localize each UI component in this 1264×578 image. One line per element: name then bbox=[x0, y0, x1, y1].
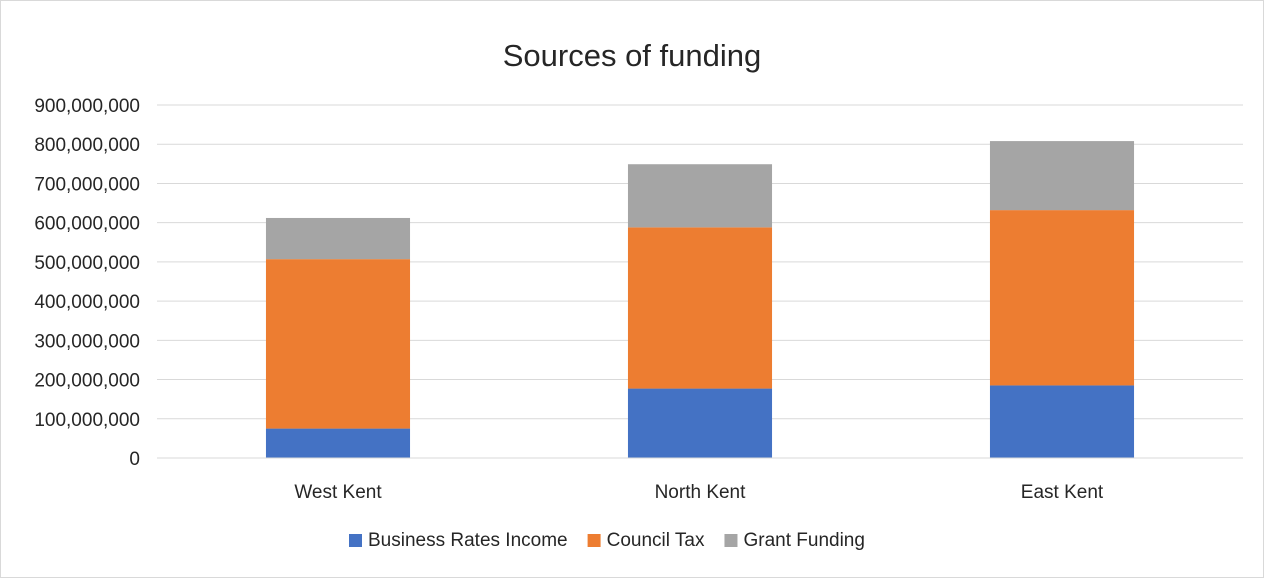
legend-label: Business Rates Income bbox=[368, 530, 568, 551]
y-tick-label: 300,000,000 bbox=[34, 331, 140, 352]
bar-segment bbox=[627, 164, 773, 228]
y-tick-label: 400,000,000 bbox=[34, 292, 140, 313]
y-tick-label: 800,000,000 bbox=[34, 135, 140, 156]
bar-segment bbox=[265, 217, 411, 260]
y-tick-label: 0 bbox=[129, 449, 140, 470]
legend-swatch bbox=[349, 534, 362, 547]
bar-segment bbox=[627, 227, 773, 389]
bar-segment bbox=[989, 210, 1135, 386]
x-axis-ticks: West Kent North Kent East Kent bbox=[294, 482, 1104, 503]
legend: Business Rates Income Council Tax Grant Fu… bbox=[349, 530, 865, 551]
x-tick-label: East Kent bbox=[1021, 482, 1104, 503]
legend-label: Grant Funding bbox=[743, 530, 864, 551]
legend-swatch bbox=[724, 534, 738, 547]
chart-title: Sources of funding bbox=[503, 38, 762, 73]
legend-item: Grant Funding bbox=[724, 530, 865, 551]
y-tick-label: 100,000,000 bbox=[34, 410, 140, 431]
bar-segment bbox=[265, 428, 411, 458]
y-tick-label: 200,000,000 bbox=[34, 371, 140, 392]
bar-segment bbox=[989, 385, 1135, 458]
bars bbox=[157, 141, 1243, 459]
x-tick-label: North Kent bbox=[655, 482, 747, 503]
legend-swatch bbox=[587, 534, 601, 547]
y-tick-label: 600,000,000 bbox=[34, 214, 140, 235]
bar-segment bbox=[989, 141, 1135, 211]
bar-segment bbox=[627, 388, 773, 458]
legend-item: Council Tax bbox=[587, 530, 705, 551]
bar-segment bbox=[265, 259, 411, 429]
legend-item: Business Rates Income bbox=[349, 530, 568, 551]
y-tick-label: 900,000,000 bbox=[34, 96, 140, 117]
y-tick-label: 700,000,000 bbox=[34, 174, 140, 195]
y-tick-label: 500,000,000 bbox=[34, 253, 140, 274]
y-axis-ticks: 0 100,000,000 200,000,000 300,000,000 400,00… bbox=[34, 96, 140, 470]
x-tick-label: West Kent bbox=[294, 482, 382, 503]
legend-label: Council Tax bbox=[607, 530, 705, 551]
